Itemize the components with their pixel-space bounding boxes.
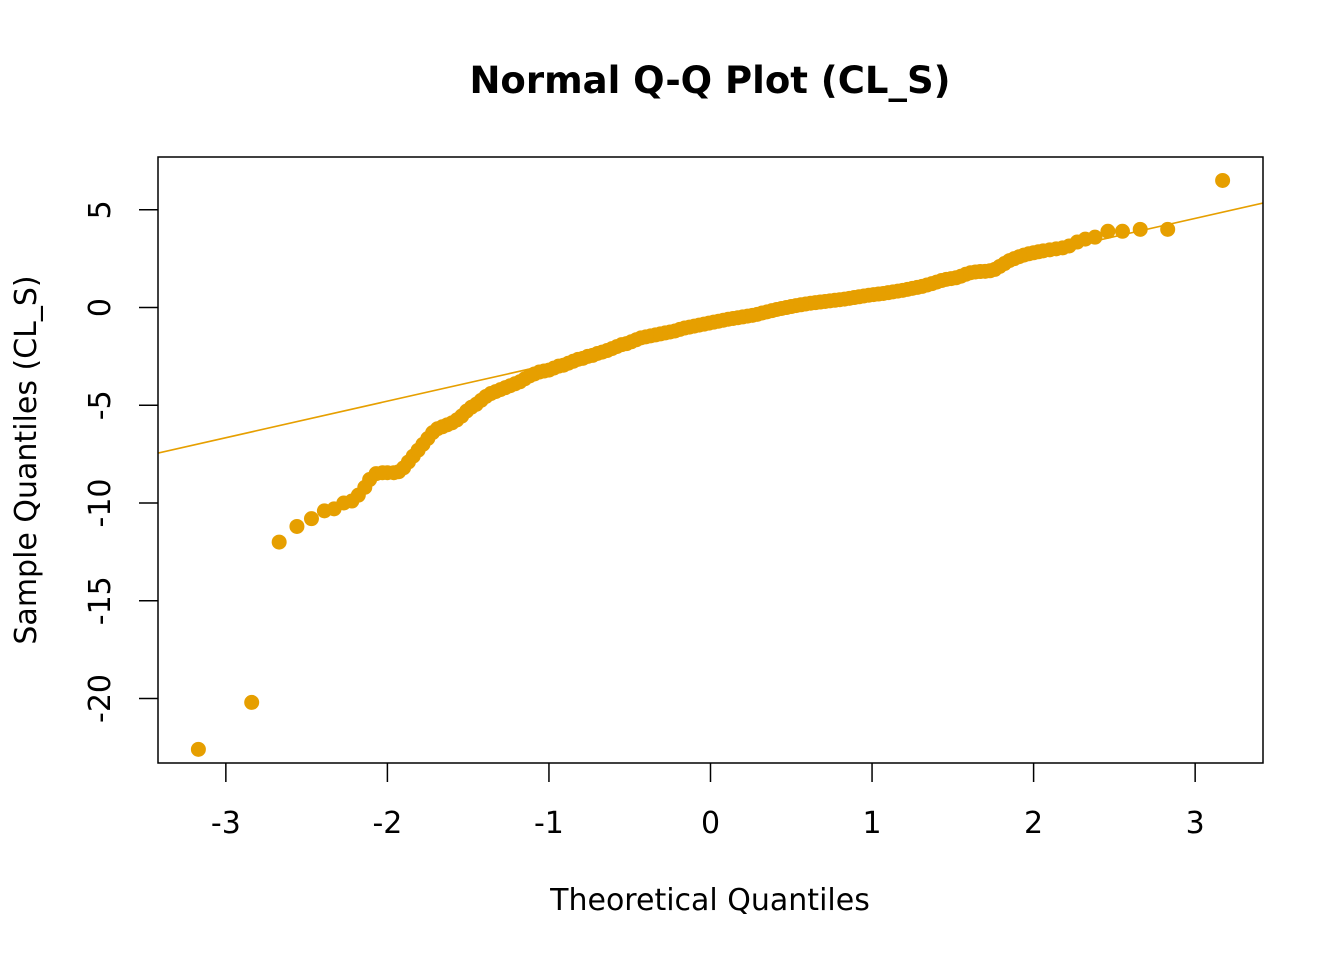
data-point	[1132, 221, 1148, 237]
y-tick-label: 5	[83, 200, 118, 219]
y-axis: -20 -15 -10 -5 0 5	[83, 200, 158, 723]
data-point	[1215, 172, 1231, 188]
data-point	[190, 741, 206, 757]
data-point	[1100, 223, 1116, 239]
y-axis-label: Sample Quantiles (CL_S)	[9, 275, 44, 644]
y-tick-label: -5	[83, 390, 118, 420]
x-tick-label: -2	[372, 806, 402, 841]
x-tick-label: -1	[534, 806, 564, 841]
y-tick-label: -10	[83, 479, 118, 528]
x-tick-label: -3	[211, 806, 241, 841]
data-points	[190, 172, 1231, 757]
data-point	[244, 694, 260, 710]
x-tick-label: 2	[1024, 806, 1043, 841]
data-point	[303, 511, 319, 527]
x-tick-label: 3	[1186, 806, 1205, 841]
data-point	[1114, 223, 1130, 239]
plot-frame	[157, 156, 1264, 764]
chart-title: Normal Q-Q Plot (CL_S)	[469, 59, 950, 102]
x-tick-label: 1	[863, 806, 882, 841]
data-point	[289, 518, 305, 534]
y-tick-label: -20	[83, 674, 118, 723]
x-axis-label: Theoretical Quantiles	[549, 883, 870, 918]
data-point	[271, 534, 287, 550]
y-tick-label: -15	[83, 576, 118, 625]
x-tick-label: 0	[701, 806, 720, 841]
y-tick-label: 0	[83, 298, 118, 317]
data-point	[1087, 229, 1103, 245]
data-point	[1160, 221, 1176, 237]
x-axis: -3 -2 -1 0 1 2 3	[211, 763, 1205, 841]
